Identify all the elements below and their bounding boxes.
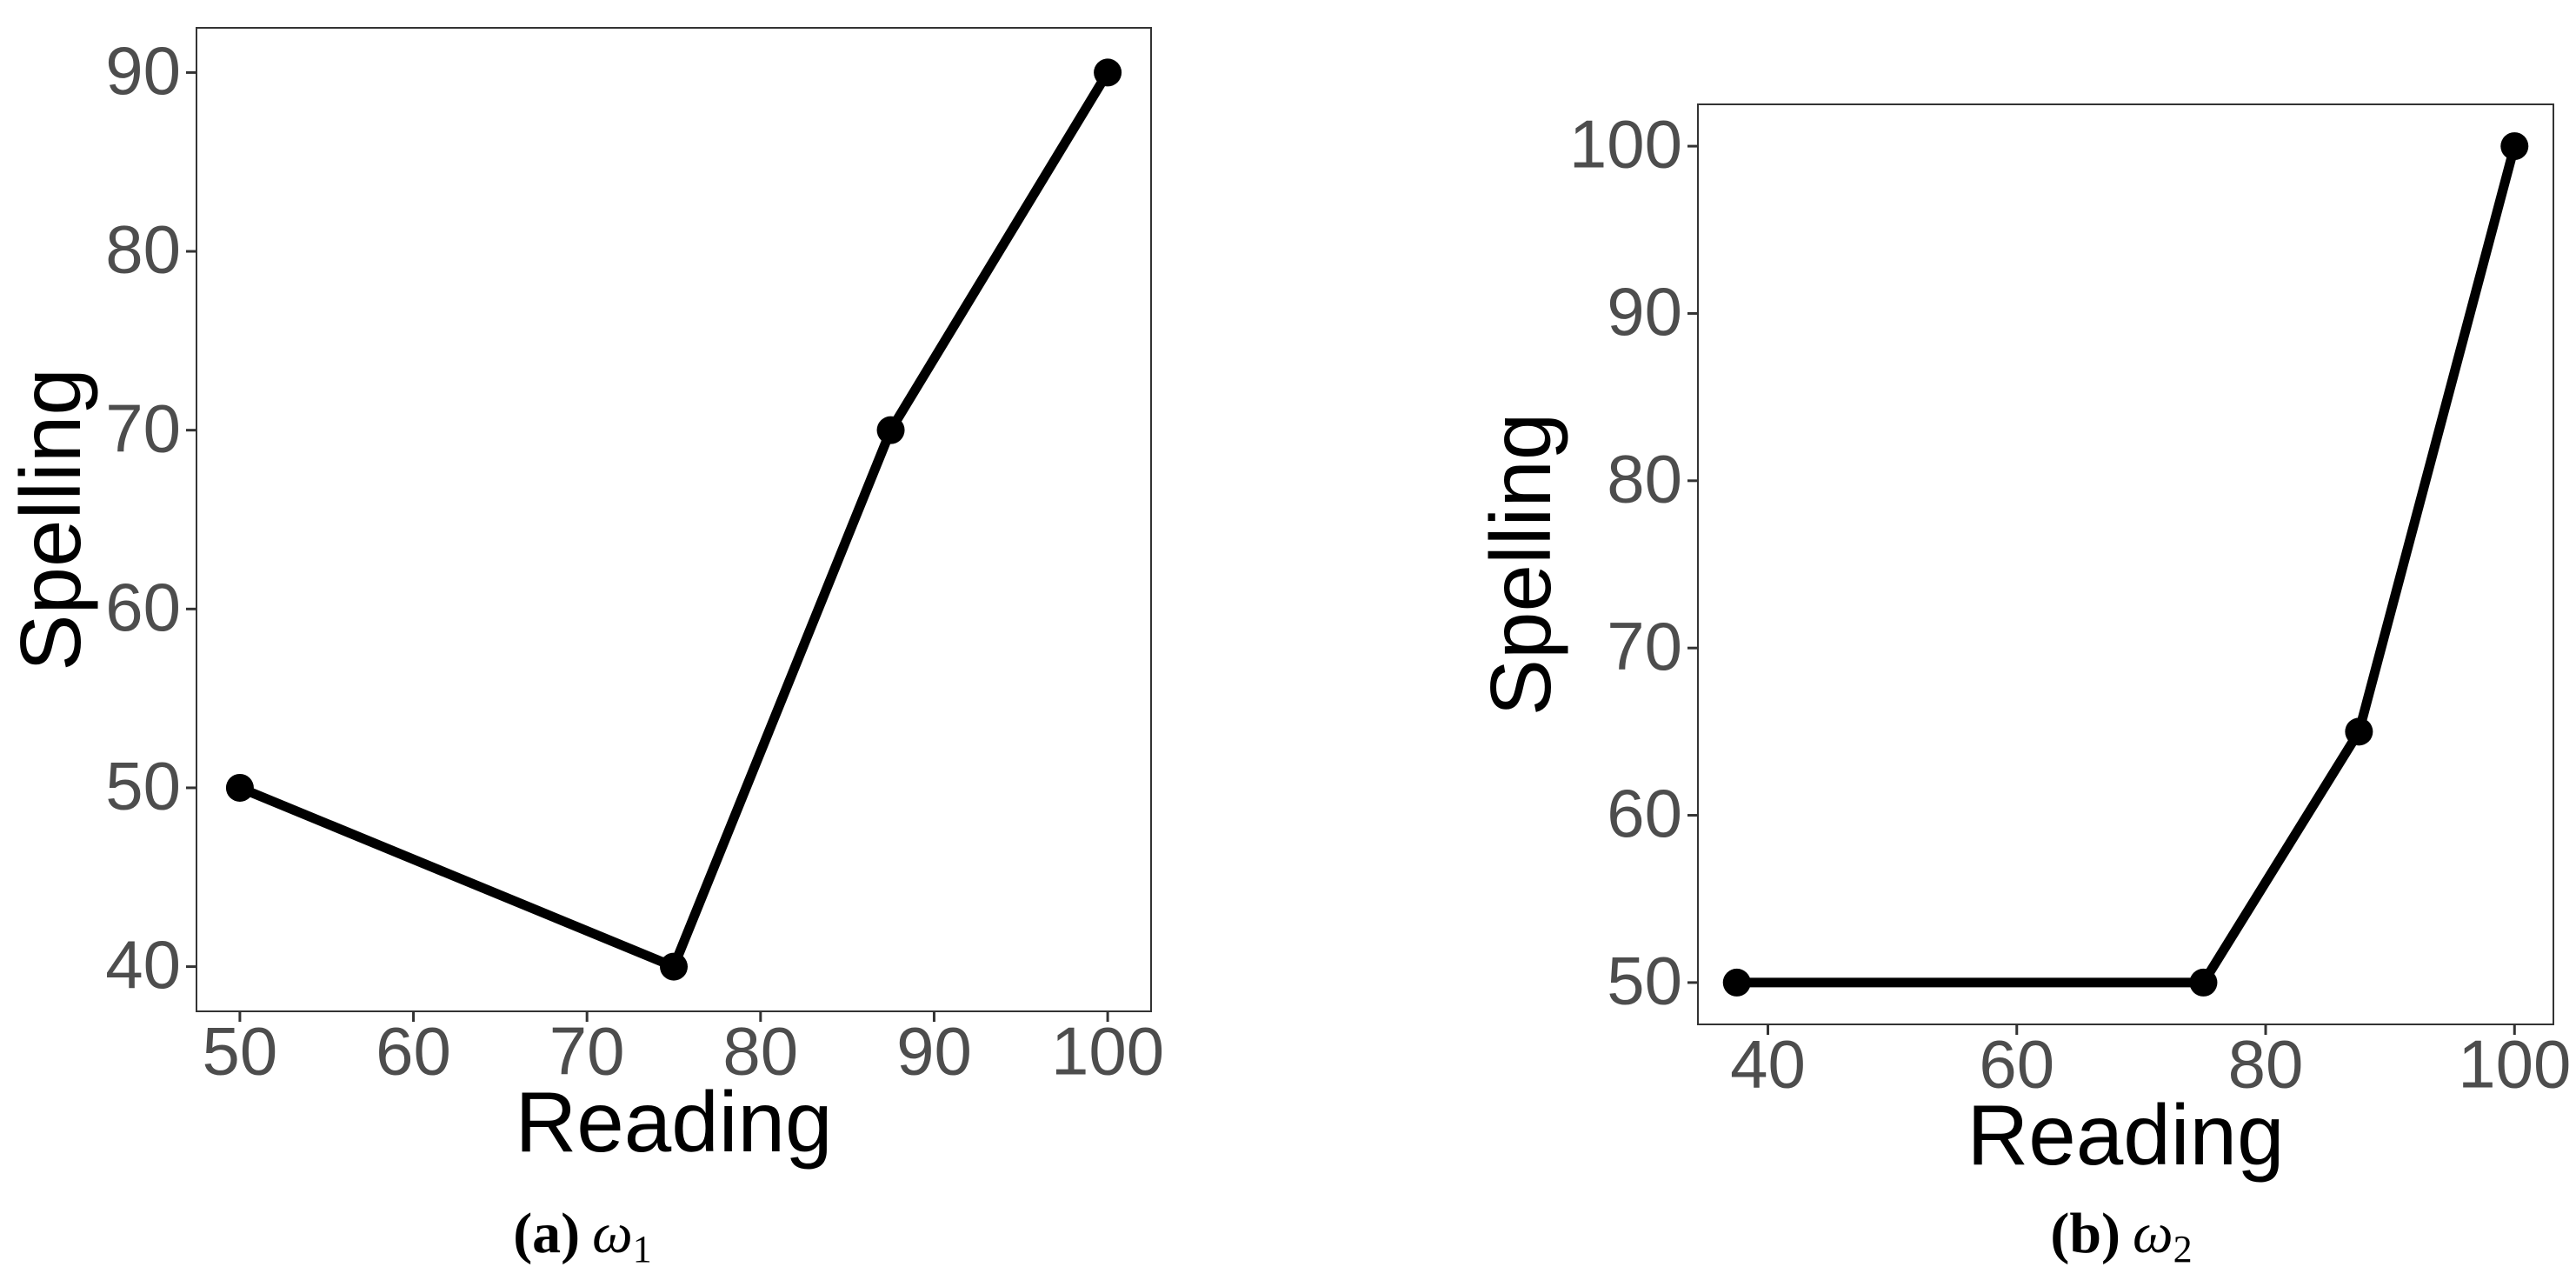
point (876, 416, 905, 444)
y-tick-label: 40 (105, 926, 181, 1003)
y-tick-label: 50 (1607, 943, 1682, 1019)
y-tick-label: 60 (105, 569, 181, 645)
chart-panel: 50 60 70 80 90 100 40 60 80 100 Reading Spelling (b)… (1473, 103, 2571, 1270)
y-axis-title: Spelling (1473, 413, 1568, 717)
point (2500, 132, 2529, 161)
y-tick-label: 60 (1607, 775, 1682, 851)
line (237, 70, 1112, 972)
line (1736, 144, 2519, 988)
point (2345, 717, 2373, 746)
caption-subscript: 2 (2173, 1228, 2193, 1270)
x-axis-title: Reading (515, 1074, 832, 1170)
caption-symbol: ω (592, 1202, 633, 1265)
x-tick-label: 90 (896, 1013, 972, 1090)
caption: (a) ω1 (513, 1202, 652, 1270)
plot-frame (1697, 103, 2554, 1025)
point (2189, 968, 2218, 997)
x-axis-title: Reading (1967, 1087, 2284, 1183)
y-tick-label: 70 (105, 390, 181, 466)
x-tick-label: 40 (1730, 1026, 1806, 1103)
point (1094, 58, 1122, 87)
y-tick-label: 90 (1607, 273, 1682, 350)
y-tick-label: 90 (105, 32, 181, 109)
x-tick-label: 100 (1051, 1013, 1164, 1090)
caption-subscript: 1 (633, 1228, 652, 1270)
caption-label: (b) (2050, 1202, 2120, 1265)
y-tick-label: 100 (1569, 106, 1682, 183)
y-tick-label: 50 (105, 748, 181, 824)
point (1722, 968, 1751, 997)
x-tick-label: 70 (549, 1013, 625, 1090)
x-tick-label: 60 (1979, 1026, 2054, 1103)
y-tick-label: 70 (1607, 608, 1682, 684)
x-tick-label: 80 (2228, 1026, 2304, 1103)
x-tick-label: 60 (376, 1013, 451, 1090)
caption-symbol: ω (2133, 1202, 2173, 1265)
point (660, 952, 688, 981)
y-tick-label: 80 (1607, 440, 1682, 517)
caption: (b) ω2 (2050, 1202, 2192, 1270)
y-tick-label: 80 (105, 211, 181, 288)
chart-panel: 40 50 60 70 80 90 50 60 70 80 90 100 Reading Spelling… (3, 27, 1164, 1270)
x-tick-label: 50 (203, 1013, 278, 1090)
x-tick-label: 100 (2458, 1026, 2571, 1103)
caption-label: (a) (513, 1202, 580, 1265)
point (225, 773, 254, 802)
plot-frame (196, 27, 1152, 1012)
x-tick-label: 80 (722, 1013, 798, 1090)
y-axis-title: Spelling (3, 368, 98, 671)
